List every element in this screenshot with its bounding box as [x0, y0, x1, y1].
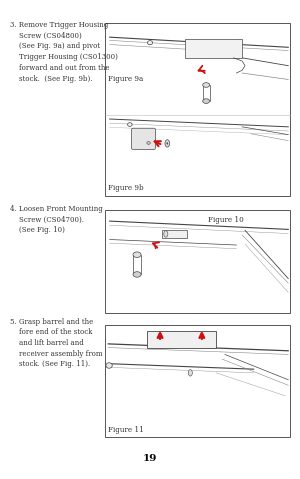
FancyBboxPatch shape: [132, 128, 155, 149]
Ellipse shape: [147, 41, 153, 45]
Ellipse shape: [106, 363, 112, 368]
Ellipse shape: [203, 99, 210, 103]
Circle shape: [164, 231, 168, 237]
Circle shape: [167, 142, 168, 144]
Text: Figure 10: Figure 10: [208, 216, 243, 224]
Text: 5. Grasp barrel and the
    fore end of the stock
    and lift barrel and
    re: 5. Grasp barrel and the fore end of the …: [10, 318, 103, 368]
Bar: [184, 38, 242, 58]
Ellipse shape: [133, 272, 141, 277]
Bar: [105, 325, 290, 437]
Text: 3. Remove Trigger Housing
    Screw (CS04800)
    (See Fig. 9a) and pivot
    Tr: 3. Remove Trigger Housing Screw (CS04800…: [10, 21, 118, 82]
Text: Figure 9b: Figure 9b: [108, 184, 144, 192]
Ellipse shape: [128, 123, 132, 126]
Ellipse shape: [203, 83, 210, 87]
Text: Figure 11: Figure 11: [108, 426, 144, 434]
Text: 19: 19: [143, 454, 157, 463]
Bar: [105, 23, 290, 196]
Text: Figure 9a: Figure 9a: [108, 75, 143, 83]
Circle shape: [188, 370, 192, 376]
Text: 4. Loosen Front Mounting
    Screw (CS04700).
    (See Fig. 10): 4. Loosen Front Mounting Screw (CS04700)…: [10, 205, 103, 234]
Ellipse shape: [147, 142, 150, 144]
Circle shape: [165, 140, 169, 147]
Bar: [105, 210, 290, 313]
Ellipse shape: [133, 252, 141, 257]
Bar: [161, 230, 188, 238]
Bar: [147, 331, 216, 348]
